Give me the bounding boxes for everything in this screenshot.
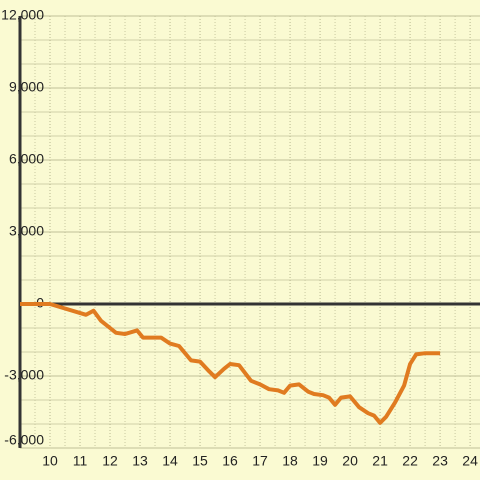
x-tick-label: 23 xyxy=(432,453,448,469)
data-line xyxy=(20,302,441,425)
x-tick-label: 15 xyxy=(192,453,208,469)
x-tick-label: 18 xyxy=(282,453,298,469)
x-tick-label: 21 xyxy=(372,453,388,469)
x-tick-label: 10 xyxy=(42,453,58,469)
y-tick-label: 6,000 xyxy=(9,151,44,167)
y-tick-label: -6,000 xyxy=(4,432,44,448)
x-tick-label: 17 xyxy=(252,453,268,469)
x-tick-label: 22 xyxy=(402,453,418,469)
x-tick-label: 13 xyxy=(132,453,148,469)
x-tick-label: 14 xyxy=(162,453,178,469)
y-tick-label: 9,000 xyxy=(9,79,44,95)
x-tick-label: 24 xyxy=(462,453,478,469)
x-tick-label: 16 xyxy=(222,453,238,469)
y-tick-label: 12,000 xyxy=(1,7,44,23)
y-tick-label: 3,000 xyxy=(9,223,44,239)
y-tick-label: -3,000 xyxy=(4,367,44,383)
x-tick-label: 12 xyxy=(102,453,118,469)
x-tick-label: 19 xyxy=(312,453,328,469)
x-tick-label: 11 xyxy=(73,453,88,469)
x-tick-label: 20 xyxy=(342,453,358,469)
